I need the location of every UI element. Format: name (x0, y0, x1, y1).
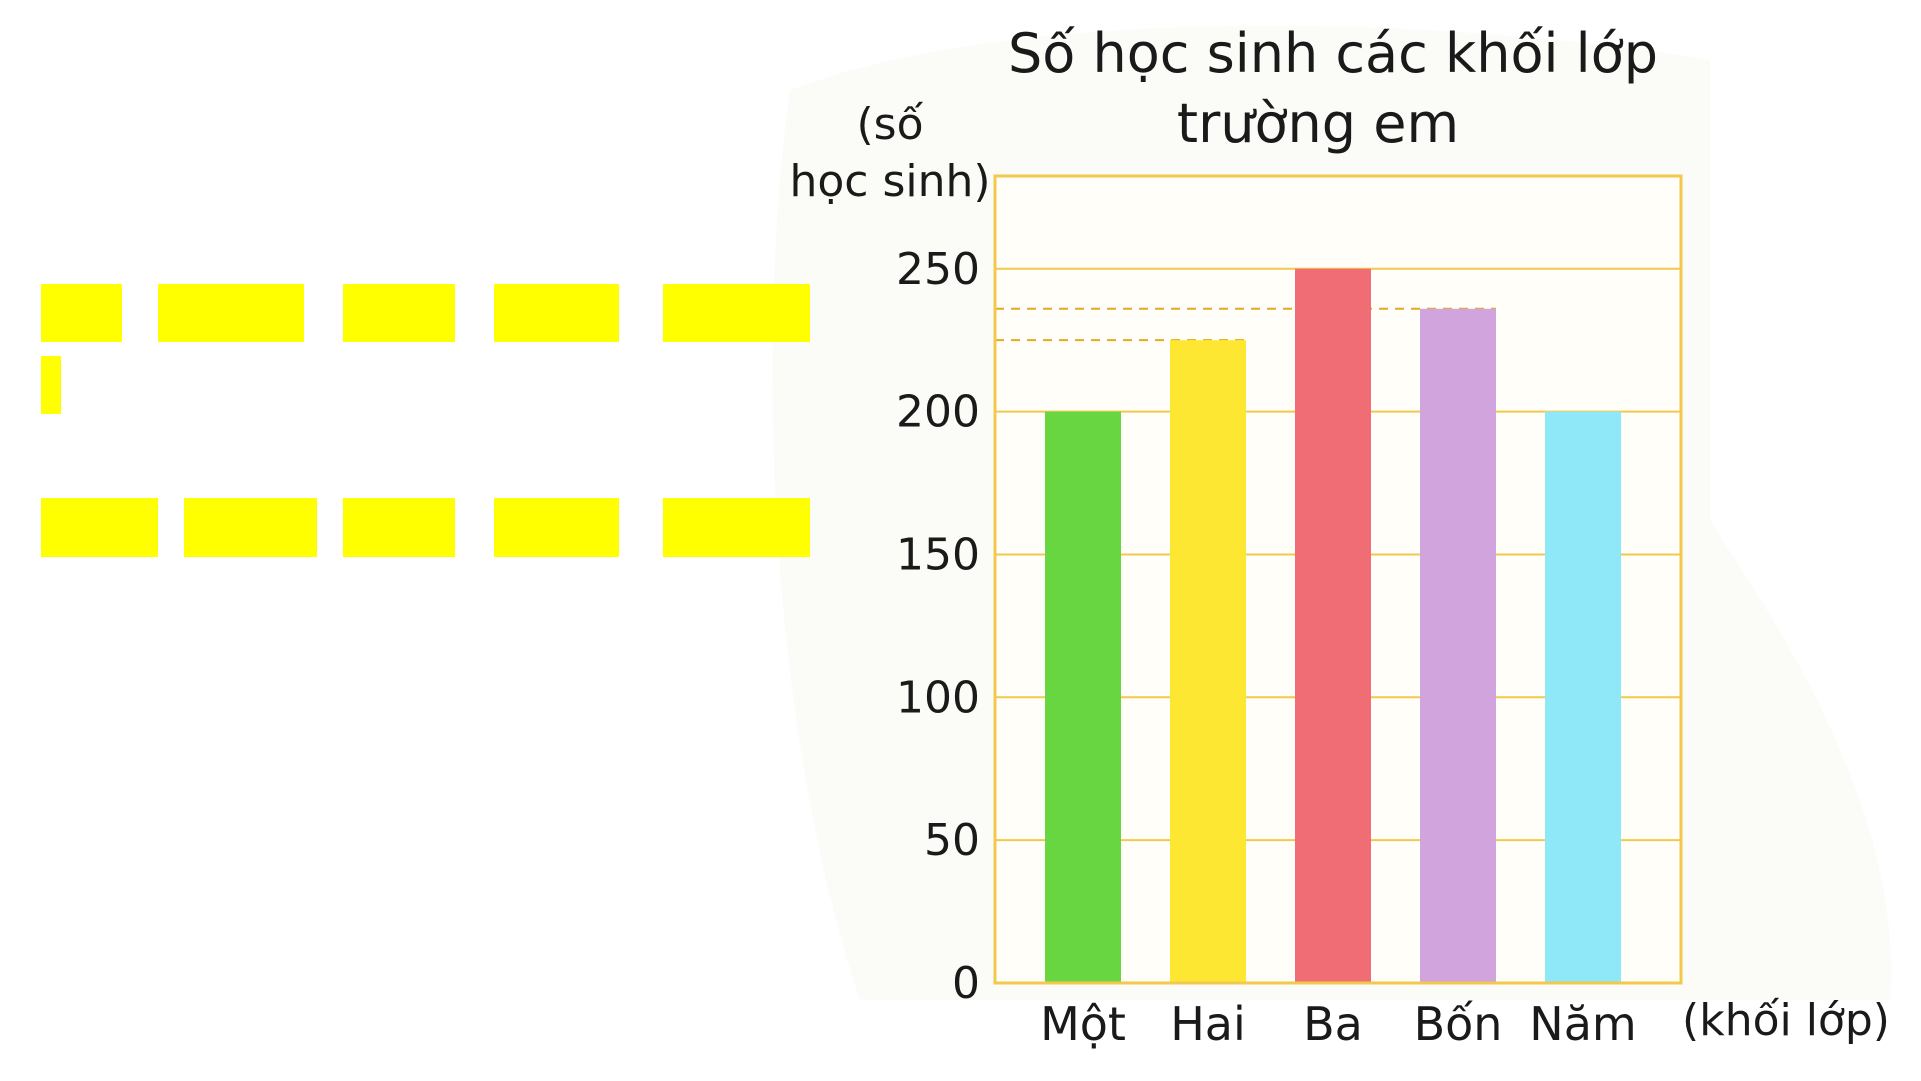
y-tick-label: 250 (896, 244, 980, 295)
redaction-block (41, 498, 158, 557)
bars (1045, 268, 1621, 984)
plot-frame (993, 174, 1683, 985)
x-axis-label: (khối lớp) (1682, 995, 1890, 1046)
category-labels: Một Hai Ba Bốn Năm (1040, 997, 1637, 1051)
redaction-block (41, 356, 61, 414)
y-axis-label-line-1: (số (856, 99, 923, 150)
bar-hai (1170, 340, 1246, 983)
redaction-blocks (41, 284, 810, 557)
redaction-block (663, 284, 810, 342)
redaction-block (184, 498, 317, 557)
category-label: Hai (1170, 997, 1246, 1051)
category-label: Một (1040, 997, 1126, 1051)
y-tick-label: 200 (896, 387, 980, 438)
redaction-block (41, 284, 122, 342)
y-axis-label-line-2: học sinh) (789, 156, 990, 207)
bar-bốn (1420, 308, 1496, 983)
y-tick-label: 150 (896, 529, 980, 580)
category-label: Năm (1529, 997, 1636, 1051)
redaction-block (494, 284, 619, 342)
y-tick-labels: 0 50 100 150 200 250 (896, 244, 980, 1009)
chart-title-line-1: Số học sinh các khối lớp (1008, 22, 1658, 85)
redaction-block (663, 498, 810, 557)
redaction-block (158, 284, 304, 342)
bar-năm (1545, 411, 1621, 984)
redaction-block (494, 498, 619, 557)
category-label: Ba (1303, 997, 1363, 1051)
bar-một (1045, 411, 1121, 984)
chart-title-line-2: trường em (1177, 92, 1459, 155)
y-tick-label: 100 (896, 672, 980, 723)
bar-ba (1295, 268, 1371, 983)
redaction-block (343, 284, 455, 342)
redaction-block (343, 498, 455, 557)
y-tick-label: 50 (924, 815, 980, 866)
y-tick-label: 0 (952, 958, 980, 1009)
category-label: Bốn (1414, 997, 1503, 1051)
